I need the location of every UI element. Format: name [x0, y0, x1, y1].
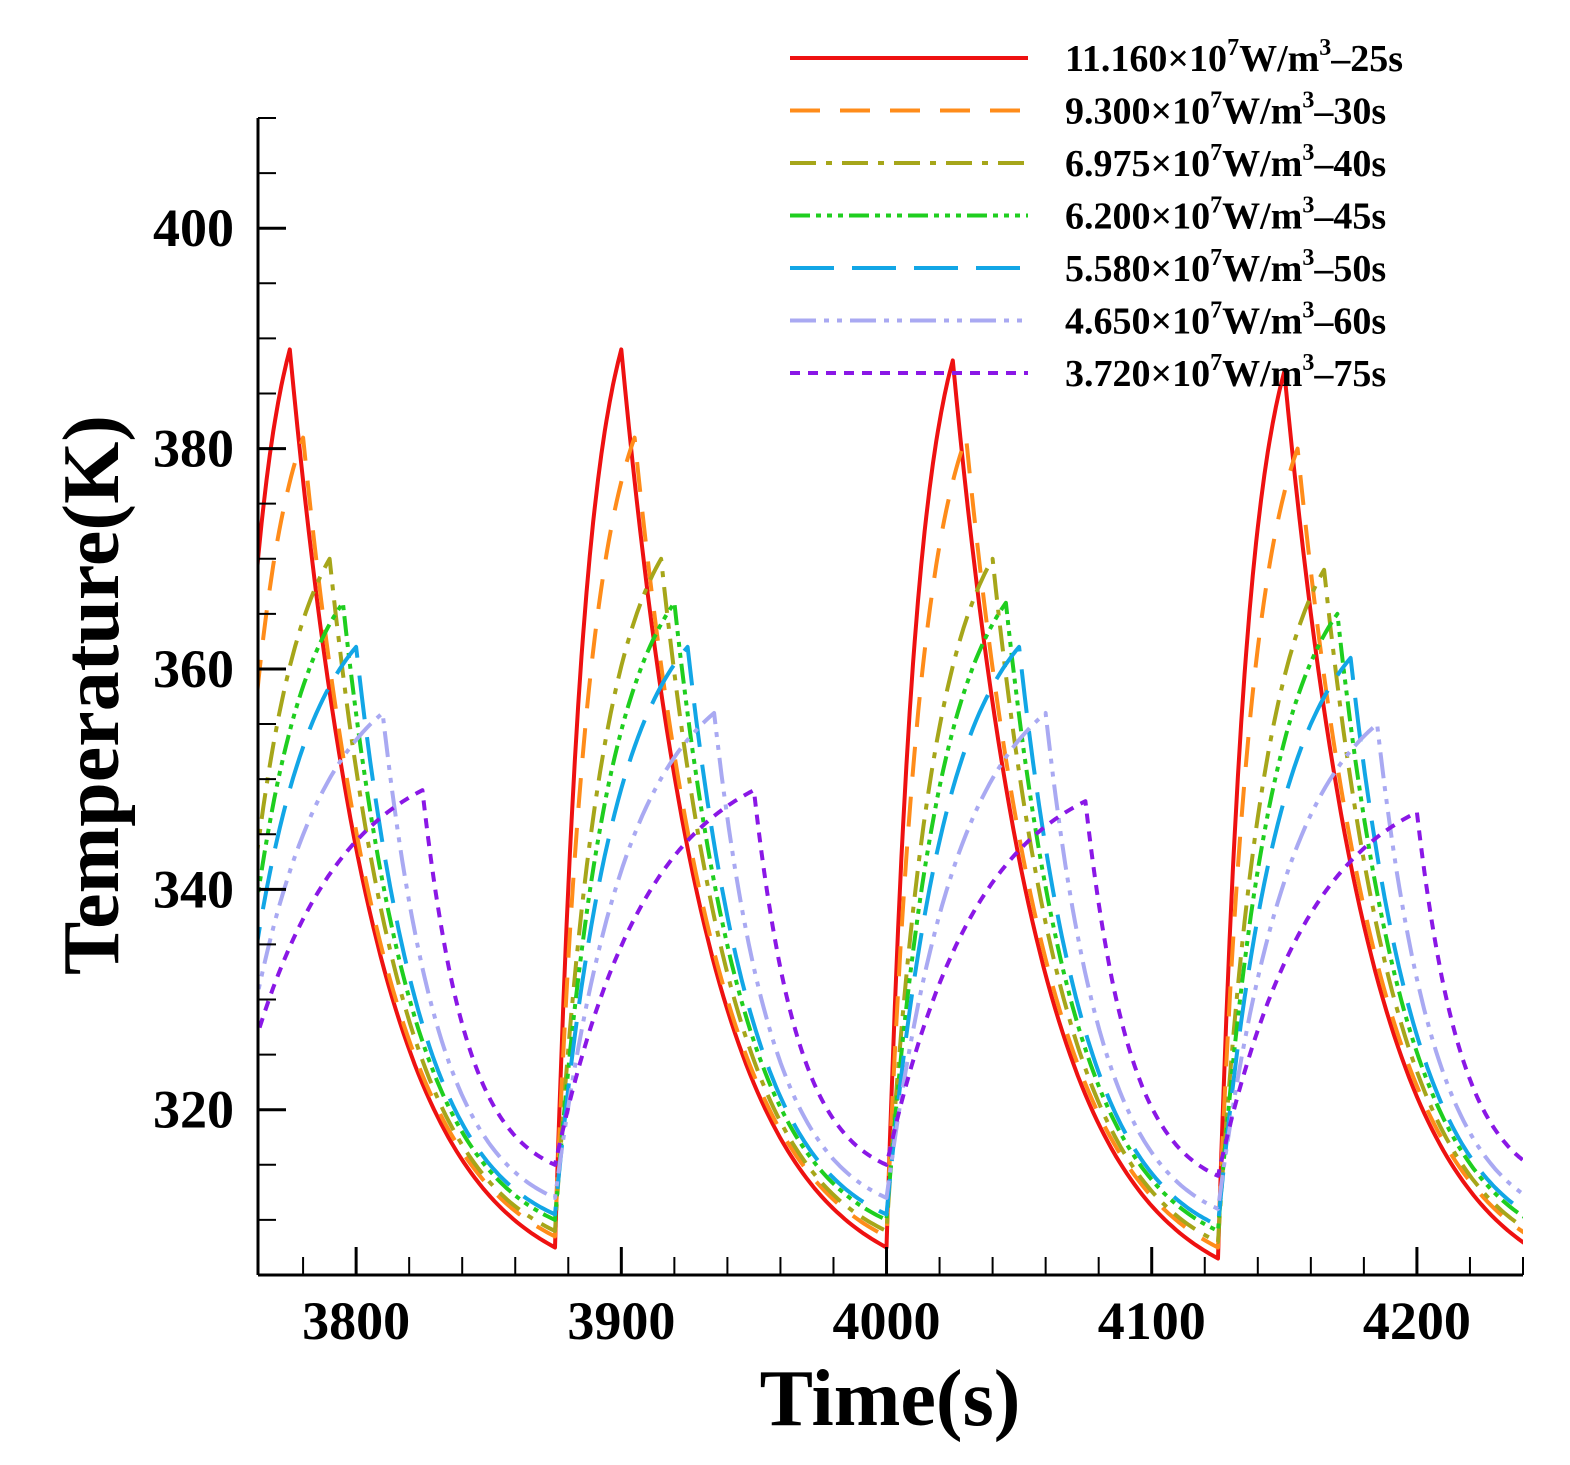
y-tick-label: 340 [153, 859, 234, 919]
legend-item-2: 9.300×107W/m3–30s [790, 88, 1386, 133]
legend: 11.160×107W/m3–25s 9.300×107W/m3–30s 6.975… [790, 35, 1403, 395]
legend-item-7: 3.720×107W/m3–75s [790, 350, 1386, 395]
x-tick-label: 4100 [1098, 1291, 1206, 1351]
y-tick-label: 320 [153, 1080, 234, 1140]
series-line-5 [258, 644, 1523, 1228]
legend-item-6: 4.650×107W/m3–60s [790, 298, 1386, 343]
legend-item-1: 11.160×107W/m3–25s [790, 35, 1403, 80]
series-line-6 [258, 711, 1523, 1211]
x-tick-label: 4200 [1363, 1291, 1471, 1351]
legend-label: 5.580×107W/m3–50s [1065, 245, 1386, 290]
series-line-7 [258, 788, 1523, 1178]
y-tick-label: 380 [153, 419, 234, 479]
x-tick-label: 3900 [567, 1291, 675, 1351]
y-tick-label: 360 [153, 639, 234, 699]
series-line-4 [258, 600, 1523, 1233]
legend-label: 9.300×107W/m3–30s [1065, 88, 1386, 133]
y-axis-title: Temperature(K) [48, 415, 136, 975]
x-tick-label: 4000 [833, 1291, 941, 1351]
x-tick-label: 3800 [302, 1291, 410, 1351]
axes-layer [256, 117, 1524, 1277]
legend-item-4: 6.200×107W/m3–45s [790, 193, 1386, 238]
legend-item-3: 6.975×107W/m3–40s [790, 140, 1386, 185]
legend-item-5: 5.580×107W/m3–50s [790, 245, 1386, 290]
legend-label: 11.160×107W/m3–25s [1065, 35, 1403, 80]
y-tick-label: 400 [153, 198, 234, 258]
legend-label: 6.975×107W/m3–40s [1065, 140, 1386, 185]
series-layer [258, 347, 1523, 1261]
series-line-2 [258, 435, 1523, 1250]
legend-label: 6.200×107W/m3–45s [1065, 193, 1386, 238]
legend-label: 4.650×107W/m3–60s [1065, 298, 1386, 343]
legend-label: 3.720×107W/m3–75s [1065, 350, 1386, 395]
tick-labels: 320 340 360 380 400 3800 3900 4000 4100 4200 [153, 198, 1471, 1351]
series-line-3 [258, 556, 1523, 1244]
x-axis-title: Time(s) [760, 1355, 1021, 1443]
